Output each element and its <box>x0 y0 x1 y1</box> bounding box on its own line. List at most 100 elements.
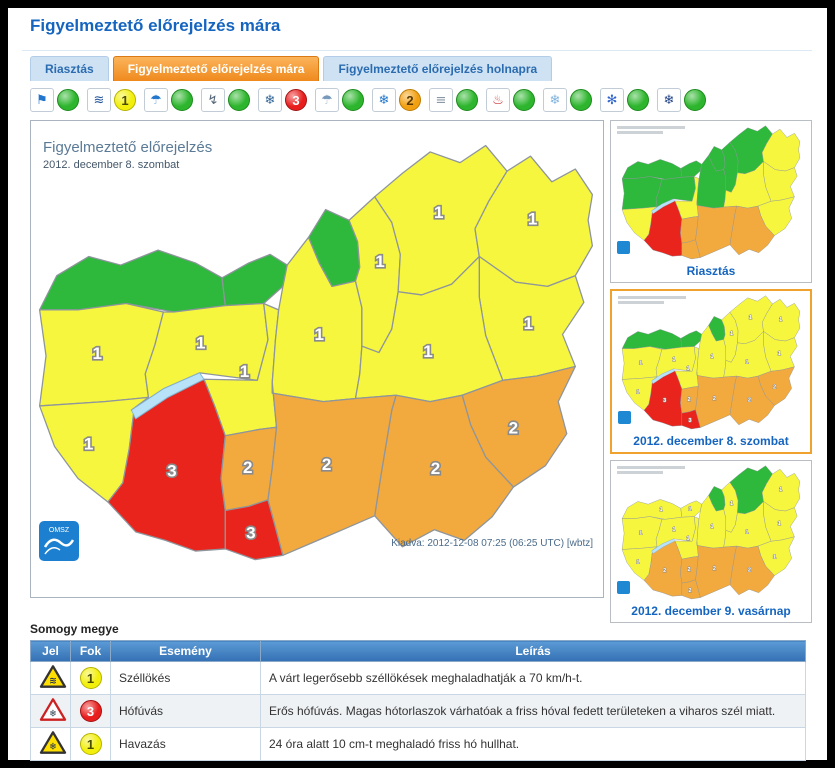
fog-level-badge <box>456 89 478 111</box>
county-level-label: 1 <box>710 524 713 530</box>
thumbnail-0[interactable]: Riasztás <box>610 120 812 283</box>
extreme-cold-icon: ❄ <box>657 88 681 112</box>
county-level-label: 1 <box>92 344 102 363</box>
warning-level-cell: 3 <box>70 694 111 728</box>
county-somogy[interactable] <box>643 200 683 257</box>
toolbar-cold[interactable]: ✻ <box>600 88 649 112</box>
thumbnail-1[interactable]: 1 1 1 1 3 2 3 1 1 1 1 1 1 2 2 2 2012. december 8. szomba… <box>610 289 812 454</box>
lake-balaton <box>130 372 205 420</box>
wind-gust-level-badge: 1 <box>114 89 136 111</box>
county-level-label: 1 <box>636 560 639 566</box>
county-bacs[interactable] <box>267 381 397 556</box>
rain-shower-level-badge <box>171 89 193 111</box>
county-szabolcs[interactable] <box>474 155 594 288</box>
warning-type-toolbar: ⚑ ≋ 1 ☂ ↯ ❄ 3 ☂ ❄ 2 ≡ ♨ ❄ ✻ ❄ <box>30 88 706 112</box>
thumbnail-map-2: 1 1 1 1 1 1 2 2 2 1 1 1 1 1 1 2 2 <box>621 465 801 600</box>
county-level-label: 1 <box>730 501 733 507</box>
omsz-logo-text: OMSZ <box>49 527 70 534</box>
county-level-label: 1 <box>423 342 433 361</box>
county-gyms[interactable] <box>621 159 683 180</box>
county-level-label: 2 <box>322 455 332 474</box>
county-level-label: 1 <box>639 360 642 366</box>
snow-triangle: ❄ <box>39 731 67 754</box>
map-title: Figyelmeztető előrejelzés <box>43 139 213 156</box>
county-level-label: 1 <box>84 435 94 454</box>
page: Figyelmeztető előrejelzés mára Riasztás … <box>8 8 827 761</box>
warning-event-cell: Hófúvás <box>110 694 261 728</box>
warning-event-cell: Havazás <box>110 727 261 761</box>
warning-table-header-row: Jel Fok Esemény Leírás <box>30 640 806 662</box>
county-bacs[interactable] <box>695 541 737 598</box>
county-szabolcs[interactable] <box>761 128 801 172</box>
toolbar-snow[interactable]: ❄ 2 <box>372 88 421 112</box>
county-vas[interactable] <box>621 176 663 210</box>
warning-level-badge: 1 <box>79 667 102 689</box>
county-level-label: 3 <box>663 398 666 404</box>
toolbar-wind[interactable]: ⚑ <box>30 88 79 112</box>
county-level-label: 1 <box>314 325 324 344</box>
column-header-esemeny: Esemény <box>110 640 261 662</box>
county-level-label: 1 <box>779 317 782 323</box>
tab-forecast-tomorrow[interactable]: Figyelmeztető előrejelzés holnapra <box>323 56 553 81</box>
toolbar-snowdrift[interactable]: ❄ 3 <box>258 88 307 112</box>
column-header-fok: Fok <box>70 640 111 662</box>
county-level-label: 1 <box>746 360 749 366</box>
toolbar-heat[interactable]: ♨ <box>486 88 535 112</box>
county-level-label: 1 <box>672 357 675 363</box>
snowdrift-triangle: ❄ <box>39 698 67 721</box>
heat-level-badge <box>513 89 535 111</box>
county-bacs[interactable] <box>695 371 737 428</box>
ground-frost-level-badge <box>570 89 592 111</box>
county-gyms[interactable] <box>621 499 683 520</box>
county-level-label: 2 <box>687 567 690 573</box>
toolbar-rain-shower[interactable]: ☂ <box>144 88 193 112</box>
toolbar-fog[interactable]: ≡ <box>429 88 478 112</box>
warning-level-cell: 1 <box>70 661 111 695</box>
county-level-label: 2 <box>663 568 666 574</box>
county-ke[interactable] <box>680 160 702 178</box>
county-level-label: 2 <box>748 397 751 403</box>
omsz-logo-mini <box>618 411 631 424</box>
toolbar-ground-frost[interactable]: ❄ <box>543 88 592 112</box>
toolbar-extreme-cold[interactable]: ❄ <box>657 88 706 112</box>
tab-riasztas[interactable]: Riasztás <box>30 56 109 81</box>
county-somogy[interactable] <box>643 370 683 427</box>
county-somogy[interactable] <box>107 378 226 552</box>
county-level-label: 1 <box>240 362 250 381</box>
county-somogy[interactable] <box>643 540 683 597</box>
svg-text:❄: ❄ <box>49 741 57 752</box>
county-ke[interactable] <box>680 330 702 348</box>
county-level-label: 1 <box>434 203 444 222</box>
county-bacs[interactable] <box>695 201 737 258</box>
issued-timestamp: Kiadva: 2012-12-08 07:25 (06:25 UTC) [wb… <box>391 538 593 549</box>
county-szabolcs[interactable] <box>761 468 801 512</box>
county-level-label: 1 <box>375 252 385 271</box>
cold-level-badge <box>627 89 649 111</box>
tab-bar: Riasztás Figyelmeztető előrejelzés mára … <box>30 56 553 81</box>
county-level-label: 1 <box>778 521 781 527</box>
freezing-rain-level-badge <box>342 89 364 111</box>
thumbnail-2[interactable]: 1 1 1 1 1 1 2 2 2 1 1 1 1 1 1 2 2 2012. december 9. vasár… <box>610 460 812 623</box>
toolbar-thunderstorm[interactable]: ↯ <box>201 88 250 112</box>
snow-icon: ❄ <box>372 88 396 112</box>
tab-forecast-today[interactable]: Figyelmeztető előrejelzés mára <box>112 56 320 81</box>
wind-icon: ⚑ <box>30 88 54 112</box>
lake-balaton <box>651 538 676 554</box>
thumbnail-map-0 <box>621 125 801 260</box>
warning-sign-cell: ❄ <box>30 727 71 761</box>
county-ke[interactable] <box>221 253 288 307</box>
county-level-label: 1 <box>730 331 733 337</box>
cold-icon: ✻ <box>600 88 624 112</box>
thumbnail-caption: Riasztás <box>686 264 736 278</box>
toolbar-wind-gust[interactable]: ≋ 1 <box>87 88 136 112</box>
county-level-label: 1 <box>689 507 692 513</box>
thumbnail-caption: 2012. december 8. szombat <box>633 434 789 448</box>
warning-sign-cell: ≋ <box>30 661 71 695</box>
county-gyms[interactable] <box>621 329 683 350</box>
main-warning-map: 1 1 1 1 3 2 3 1 1 1 1 1 1 2 2 2 <box>38 144 594 561</box>
toolbar-freezing-rain[interactable]: ☂ <box>315 88 364 112</box>
column-header-leiras: Leírás <box>260 640 806 662</box>
county-szabolcs[interactable] <box>761 298 801 342</box>
county-gyms[interactable] <box>38 249 226 313</box>
county-level-label: 1 <box>528 210 538 229</box>
